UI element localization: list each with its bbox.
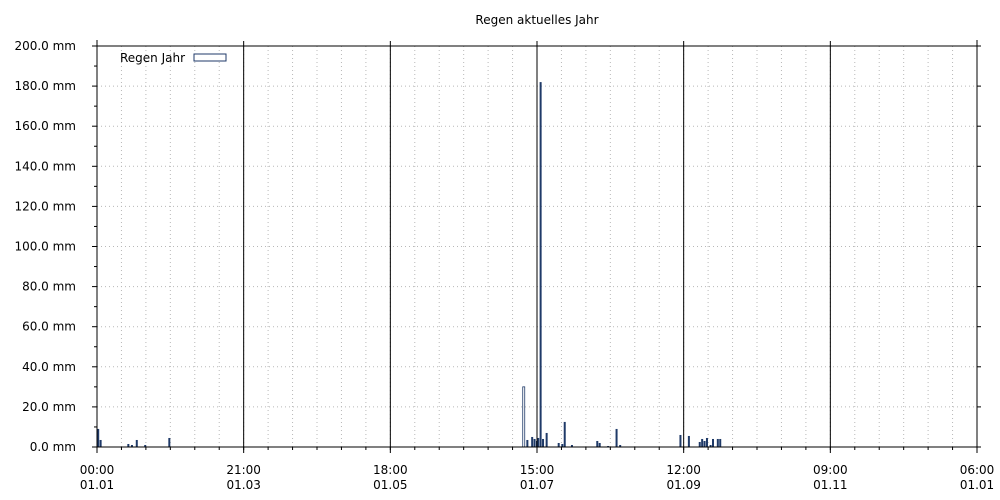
bar	[537, 437, 540, 447]
y-tick-label: 40.0 mm	[22, 360, 76, 374]
bar	[545, 432, 548, 447]
x-tick-time-label: 00:00	[80, 463, 115, 477]
y-tick-label: 20.0 mm	[22, 400, 76, 414]
bar	[563, 421, 566, 447]
bar	[542, 438, 545, 447]
bar	[698, 441, 701, 447]
x-tick-date-label: 01.05	[373, 478, 407, 492]
legend-swatch	[193, 53, 227, 62]
x-tick-time-label: 09:00	[813, 463, 848, 477]
y-tick-label: 180.0 mm	[14, 79, 76, 93]
bar	[719, 438, 722, 447]
bar	[533, 438, 536, 447]
bar	[557, 442, 560, 447]
bar	[531, 436, 534, 447]
y-tick-label: 80.0 mm	[22, 280, 76, 294]
x-tick-date-label: 01.03	[226, 478, 260, 492]
bar	[539, 82, 542, 447]
y-tick-label: 120.0 mm	[14, 199, 76, 213]
bar	[522, 386, 526, 448]
bars	[97, 82, 722, 448]
y-tick-label: 60.0 mm	[22, 320, 76, 334]
chart-title: Regen aktuelles Jahr	[475, 13, 598, 27]
bar	[615, 428, 618, 447]
y-tick-label: 100.0 mm	[14, 240, 76, 254]
bar	[99, 439, 102, 447]
x-tick-time-label: 18:00	[373, 463, 408, 477]
bar	[607, 445, 610, 447]
bar	[687, 435, 690, 447]
bar	[596, 440, 599, 447]
x-tick-time-label: 15:00	[520, 463, 555, 477]
bar	[705, 437, 708, 447]
bar	[135, 439, 138, 447]
bar	[127, 443, 130, 447]
x-tick-date-label: 01.01	[960, 478, 994, 492]
bar	[570, 444, 573, 447]
x-tick-date-label: 01.07	[520, 478, 554, 492]
bar	[97, 428, 100, 447]
bar	[130, 444, 133, 447]
bar	[679, 434, 682, 447]
bar	[561, 443, 564, 447]
bar	[526, 439, 529, 447]
y-tick-label: 160.0 mm	[14, 119, 76, 133]
legend: Regen Jahr	[120, 51, 227, 65]
x-tick-date-label: 01.01	[80, 478, 114, 492]
x-tick-date-label: 01.09	[666, 478, 700, 492]
axes	[92, 40, 981, 453]
bar	[712, 438, 714, 447]
y-tick-label: 0.0 mm	[30, 440, 76, 454]
bar	[709, 444, 712, 447]
legend-label: Regen Jahr	[120, 51, 185, 65]
x-tick-time-label: 21:00	[226, 463, 261, 477]
x-tick-date-label: 01.11	[813, 478, 847, 492]
bar	[701, 438, 704, 447]
bar	[716, 438, 719, 447]
y-tick-label: 200.0 mm	[14, 39, 76, 53]
bar	[144, 444, 147, 447]
x-axis-labels: 00:0001.0121:0001.0318:0001.0515:0001.07…	[80, 463, 995, 492]
y-tick-label: 140.0 mm	[14, 159, 76, 173]
y-axis-labels: 0.0 mm 20.0 mm 40.0 mm 60.0 mm 80.0 mm 100.0 …	[14, 39, 76, 454]
bar	[598, 442, 601, 447]
bar	[619, 444, 622, 447]
bar	[703, 440, 706, 447]
x-tick-time-label: 12:00	[666, 463, 701, 477]
x-tick-time-label: 06:00	[960, 463, 995, 477]
bar	[168, 437, 171, 447]
